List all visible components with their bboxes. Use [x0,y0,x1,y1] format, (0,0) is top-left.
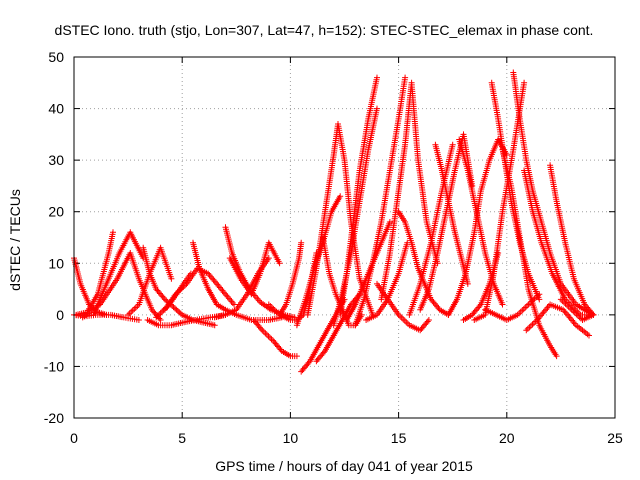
arc-plus-markers [337,74,380,318]
x-tick-label: 0 [70,430,78,446]
arc-series [395,208,452,318]
y-axis-label: dSTEC / TECUs [7,189,23,291]
arc-series [374,280,432,334]
arc-plus-markers [406,141,456,318]
arc-plus-markers [395,208,452,318]
arc-plus-markers [378,79,441,303]
arc-plus-markers [79,250,164,323]
arc-plus-markers [161,265,238,313]
arc-series [161,265,238,313]
y-tick-label: 50 [48,49,64,65]
arc-series [337,74,380,318]
y-tick-label: 40 [48,101,64,117]
arc-plus-markers [293,193,344,329]
arc-series [510,69,597,318]
x-tick-label: 5 [178,430,186,446]
y-tick-label: 20 [48,204,64,220]
arc-series [523,301,592,339]
arc-series [456,136,506,308]
arc-plus-markers [276,239,305,318]
arc-series [226,239,283,298]
arc-series [445,136,510,318]
arc-series [319,234,365,329]
arc-plus-markers [445,136,510,318]
y-tick-label: -20 [44,410,64,426]
grid [74,57,615,418]
arc-plus-markers [523,301,592,339]
arc-series [90,229,147,318]
arc-series [293,193,344,329]
arc-plus-markers [90,229,147,318]
arc-series [521,167,597,318]
x-tick-label: 10 [283,430,299,446]
y-tick-label: -10 [44,358,64,374]
arc-series [276,239,305,318]
arc-plus-markers [557,296,597,323]
x-tick-label: 25 [607,430,623,446]
arc-plus-markers [547,162,597,318]
arc-plus-markers [226,239,283,298]
y-tick-label: 30 [48,152,64,168]
x-axis-label: GPS time / hours of day 041 of year 2015 [215,458,473,474]
arc-series [499,146,560,360]
arc-plus-markers [250,317,300,360]
arc-plus-markers [521,167,597,318]
arc-plus-markers [499,146,560,360]
arc-series [482,291,543,323]
chart-title: dSTEC Iono. truth (stjo, Lon=307, Lat=47… [55,22,594,38]
x-tick-label: 15 [391,430,407,446]
arc-series [557,296,597,323]
arc-plus-markers [482,291,543,323]
arc-plus-markers [510,69,597,318]
arc-plus-markers [352,74,409,329]
arc-series [547,162,597,318]
x-tick-label: 20 [499,430,515,446]
arc-plus-markers [374,280,432,334]
arc-plus-markers [319,234,365,329]
y-tick-label: 10 [48,255,64,271]
axis-ticks: 0 5 10 15 20 25 -20 -10 0 10 20 30 40 50 [44,49,623,446]
arc-plus-markers [456,136,506,308]
plot-frame [73,56,616,419]
data-marks [71,69,597,375]
arc-series [406,141,456,318]
arc-series [352,74,409,329]
arc-series [250,317,300,360]
arc-series [79,250,164,323]
y-tick-label: 0 [56,307,64,323]
arc-series [378,79,441,303]
